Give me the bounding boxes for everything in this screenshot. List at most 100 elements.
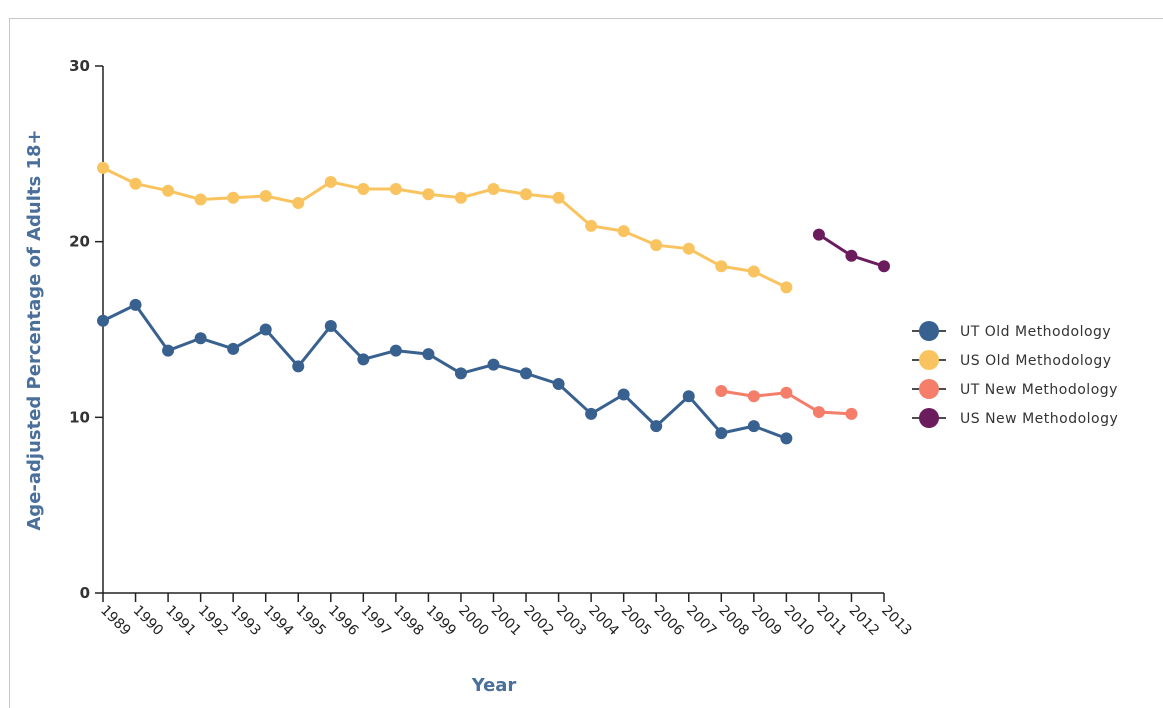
legend-label-us-old-methodology: US Old Methodology <box>960 353 1112 369</box>
point-ut-old-methodology-2006 <box>650 420 663 433</box>
series-layer <box>97 161 890 445</box>
chart-panel <box>9 18 1163 708</box>
x-tick-label-2010: 2010 <box>781 603 818 640</box>
point-ut-new-methodology-2012 <box>845 407 858 420</box>
legend-label-ut-old-methodology: UT Old Methodology <box>960 324 1111 340</box>
point-us-old-methodology-2006 <box>650 239 663 252</box>
y-axis-title: Age-adjusted Percentage of Adults 18+ <box>24 129 45 530</box>
y-tick-label-10: 10 <box>69 408 90 426</box>
point-us-old-methodology-1991 <box>162 184 175 197</box>
x-tick-label-1996: 1996 <box>325 603 362 640</box>
point-us-old-methodology-2003 <box>552 191 565 204</box>
x-axis-title: Year <box>471 675 517 696</box>
point-us-old-methodology-2008 <box>715 260 728 273</box>
point-ut-old-methodology-2005 <box>617 388 630 401</box>
x-tick-label-2004: 2004 <box>585 603 622 640</box>
point-us-old-methodology-2007 <box>682 242 695 255</box>
axes: 0102030198919901991199219931994199519961… <box>69 57 915 639</box>
x-tick-label-1995: 1995 <box>292 603 329 640</box>
series-ut-old-methodology <box>97 298 793 445</box>
point-us-new-methodology-2011 <box>812 228 825 241</box>
x-tick-label-1989: 1989 <box>97 603 134 640</box>
point-ut-old-methodology-1994 <box>259 323 272 336</box>
legend-item-us-new-methodology: US New Methodology <box>912 408 1118 428</box>
x-tick-label-2012: 2012 <box>846 603 883 640</box>
x-tick-label-1994: 1994 <box>260 603 297 640</box>
x-tick-label-2002: 2002 <box>520 603 557 640</box>
x-tick-label-2009: 2009 <box>748 603 785 640</box>
series-line-us-old-methodology <box>102 166 788 289</box>
series-line-ut-old-methodology <box>102 303 787 440</box>
x-tick-label-2001: 2001 <box>488 603 525 640</box>
x-tick-label-1998: 1998 <box>390 603 427 640</box>
point-ut-new-methodology-2008 <box>715 384 728 397</box>
point-us-old-methodology-1996 <box>324 175 337 188</box>
point-ut-old-methodology-1993 <box>227 342 240 355</box>
point-ut-old-methodology-2000 <box>454 367 467 380</box>
point-us-old-methodology-1999 <box>422 188 435 201</box>
point-ut-old-methodology-2008 <box>715 427 728 440</box>
series-ut-new-methodology <box>715 384 858 420</box>
point-us-old-methodology-2001 <box>487 182 500 195</box>
point-ut-new-methodology-2011 <box>812 406 825 419</box>
plot-area <box>104 66 884 593</box>
point-ut-old-methodology-1991 <box>162 344 175 357</box>
point-ut-old-methodology-2009 <box>747 420 760 433</box>
x-tick-label-2005: 2005 <box>618 603 655 640</box>
point-us-new-methodology-2013 <box>878 260 890 273</box>
point-us-old-methodology-1989 <box>97 161 109 174</box>
y-tick-label-30: 30 <box>69 57 90 75</box>
legend-marker-us-new-methodology <box>919 408 939 428</box>
point-us-old-methodology-1995 <box>292 197 305 210</box>
point-us-old-methodology-2004 <box>585 219 598 232</box>
point-us-old-methodology-2010 <box>780 281 793 294</box>
series-us-old-methodology <box>97 161 793 294</box>
point-us-old-methodology-1993 <box>227 191 240 204</box>
point-ut-old-methodology-2004 <box>585 407 598 420</box>
point-ut-old-methodology-1992 <box>194 332 207 345</box>
legend-item-us-old-methodology: US Old Methodology <box>912 350 1112 370</box>
point-ut-old-methodology-2003 <box>552 377 565 390</box>
point-ut-old-methodology-2010 <box>780 432 793 445</box>
legend-item-ut-old-methodology: UT Old Methodology <box>912 321 1111 341</box>
point-ut-old-methodology-1989 <box>97 314 109 327</box>
x-tick-label-1991: 1991 <box>162 603 199 640</box>
x-tick-label-2008: 2008 <box>715 603 752 640</box>
point-us-old-methodology-2005 <box>617 225 630 238</box>
legend-item-ut-new-methodology: UT New Methodology <box>912 379 1118 399</box>
y-tick-label-0: 0 <box>80 584 90 602</box>
point-us-old-methodology-1998 <box>389 182 402 195</box>
point-ut-old-methodology-2002 <box>520 367 533 380</box>
point-us-old-methodology-1994 <box>259 189 272 202</box>
point-us-old-methodology-2000 <box>454 191 467 204</box>
legend-marker-us-old-methodology <box>919 350 939 370</box>
point-ut-old-methodology-1999 <box>422 348 435 361</box>
x-tick-label-1990: 1990 <box>130 603 167 640</box>
legend-marker-ut-old-methodology <box>919 321 939 341</box>
point-ut-new-methodology-2010 <box>780 386 793 399</box>
legend-label-ut-new-methodology: UT New Methodology <box>960 382 1118 398</box>
series-us-new-methodology <box>812 228 890 273</box>
point-ut-old-methodology-1996 <box>324 319 337 332</box>
x-tick-label-1997: 1997 <box>358 603 395 640</box>
point-ut-old-methodology-2001 <box>487 358 500 371</box>
point-ut-old-methodology-2007 <box>682 390 695 403</box>
x-tick-label-2003: 2003 <box>553 603 590 640</box>
point-ut-old-methodology-1997 <box>357 353 370 366</box>
point-ut-old-methodology-1990 <box>129 298 142 311</box>
x-tick-label-1992: 1992 <box>195 603 232 640</box>
legend-label-us-new-methodology: US New Methodology <box>960 411 1118 427</box>
x-tick-label-2011: 2011 <box>813 603 850 640</box>
x-tick-label-1999: 1999 <box>423 603 460 640</box>
legend: UT Old Methodology US Old Methodology UT N… <box>912 321 1118 428</box>
point-us-old-methodology-2009 <box>747 265 760 278</box>
point-us-old-methodology-1997 <box>357 182 370 195</box>
x-tick-label-2013: 2013 <box>878 603 915 640</box>
point-ut-new-methodology-2009 <box>747 390 760 403</box>
x-tick-label-2006: 2006 <box>650 603 687 640</box>
point-us-old-methodology-2002 <box>520 188 533 201</box>
point-ut-old-methodology-1998 <box>389 344 402 357</box>
y-tick-label-20: 20 <box>69 233 90 251</box>
point-us-old-methodology-1990 <box>129 177 142 190</box>
